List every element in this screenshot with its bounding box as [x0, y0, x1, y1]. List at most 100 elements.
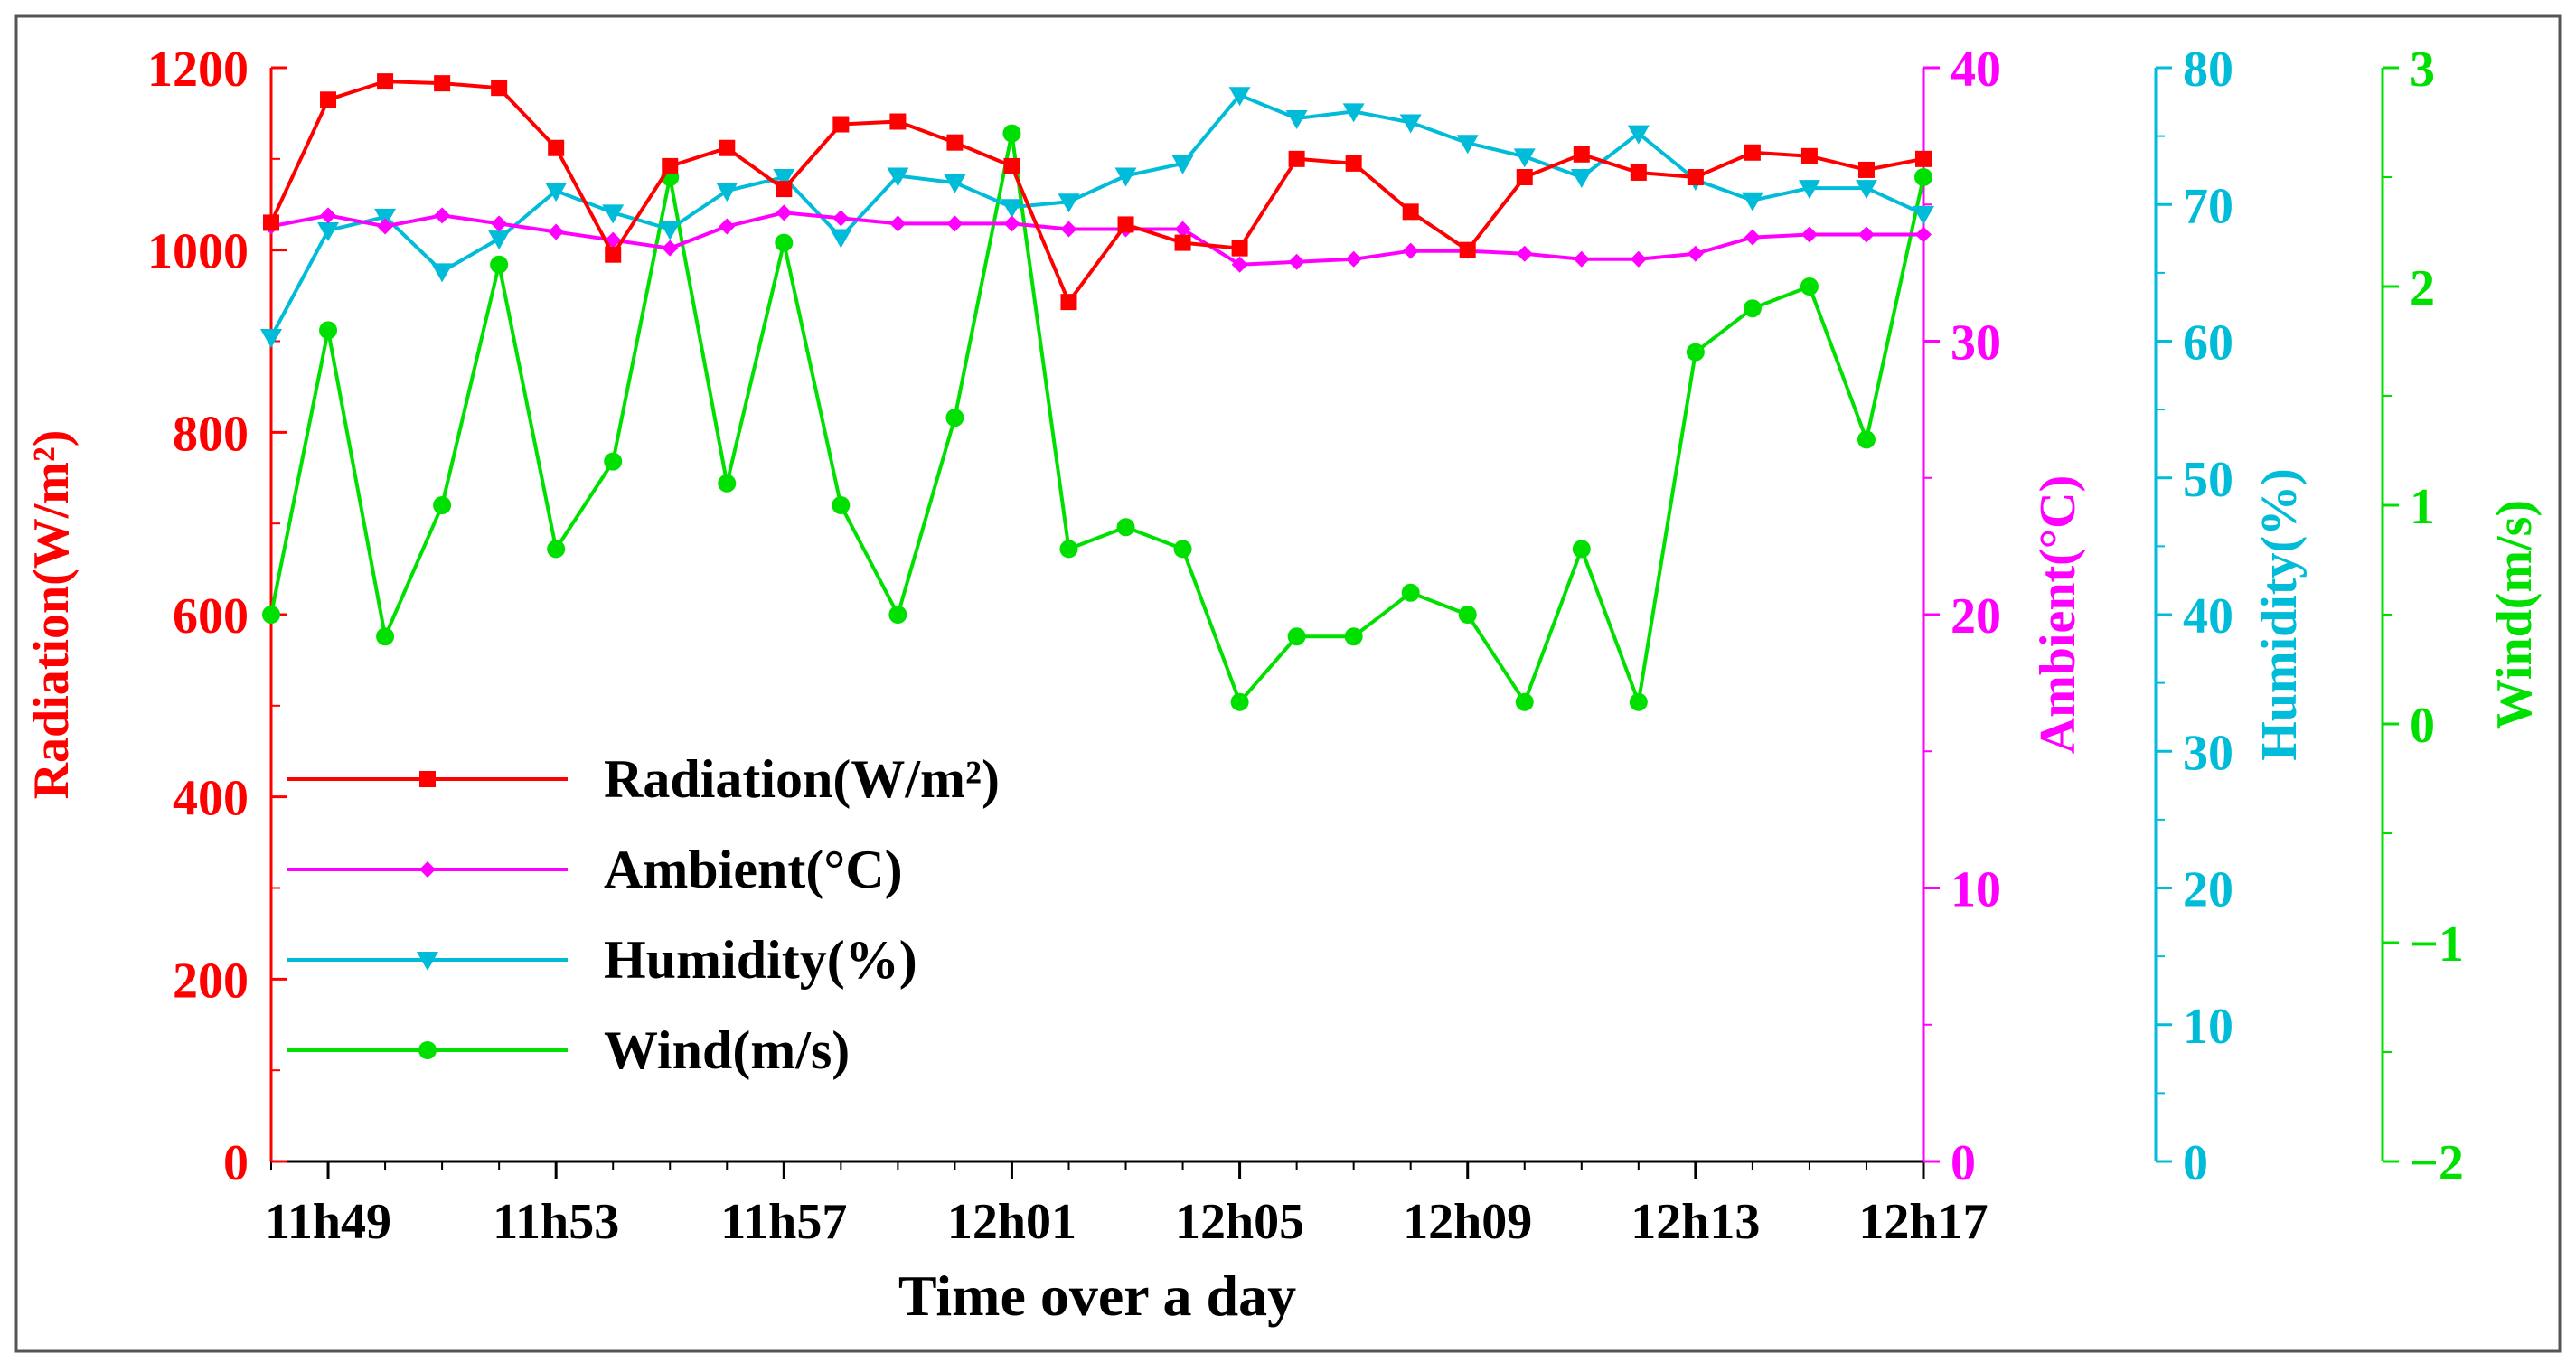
legend-item-wind: Wind(m/s)	[287, 1020, 850, 1080]
humidity-data-point	[1798, 180, 1820, 200]
humidity-series-line	[269, 93, 1924, 338]
radiation-tick-label: 800	[173, 406, 249, 462]
radiation-tick-label: 1000	[147, 224, 249, 280]
humidity-data-point	[1570, 169, 1593, 188]
humidity-data-point	[1342, 103, 1365, 123]
ambient-data-point	[832, 210, 850, 227]
radiation-data-point	[1687, 169, 1704, 185]
wind-data-point	[1743, 299, 1762, 318]
radiation-data-point	[1003, 157, 1020, 174]
humidity-data-point	[1001, 199, 1023, 219]
radiation-data-point	[1060, 294, 1077, 311]
wind-data-point	[775, 233, 794, 252]
radiation-data-point	[548, 139, 565, 156]
ambient-data-point	[889, 215, 907, 232]
wind-data-point	[832, 496, 851, 514]
legend-marker	[419, 861, 436, 878]
ambient-data-point	[434, 207, 451, 224]
humidity-data-point	[1855, 180, 1877, 200]
wind-data-point	[319, 321, 338, 340]
wind-data-point	[433, 496, 452, 514]
humidity-tick-label: 50	[2183, 452, 2233, 508]
x-tick-label: 12h17	[1858, 1194, 1988, 1250]
radiation-tick-label: 0	[223, 1135, 249, 1191]
ambient-data-point	[1744, 229, 1761, 246]
radiation-data-point	[320, 91, 337, 108]
radiation-data-point	[1857, 161, 1875, 178]
ambient-data-point	[776, 204, 793, 221]
wind-data-point	[376, 627, 395, 646]
wind-tick-label: 3	[2410, 42, 2435, 98]
humidity-data-point	[374, 208, 397, 228]
humidity-data-point	[1114, 167, 1137, 187]
legend-marker	[417, 952, 438, 971]
ambient-data-point	[946, 215, 964, 232]
humidity-tick-label: 40	[2183, 588, 2233, 644]
radiation-series-line	[269, 80, 1924, 305]
wind-data-point	[1572, 540, 1591, 559]
wind-tick-label: 2	[2410, 260, 2435, 316]
wind-data-point	[1857, 430, 1876, 449]
radiation-data-point	[946, 134, 964, 151]
humidity-data-point	[944, 174, 966, 194]
x-tick-label: 12h01	[947, 1194, 1076, 1250]
ambient-data-point	[1288, 253, 1305, 270]
humidity-data-point	[317, 221, 340, 241]
radiation-data-point	[1800, 147, 1818, 164]
radiation-tick-label: 1200	[147, 42, 249, 98]
wind-data-point	[1287, 627, 1306, 646]
wind-axis-title: Wind(m/s)	[2487, 500, 2543, 729]
radiation-data-point	[1402, 203, 1419, 221]
wind-data-point	[718, 474, 737, 493]
wind-data-point	[1002, 124, 1021, 143]
wind-tick-label: 1	[2410, 479, 2435, 535]
wind-data-point	[1059, 540, 1078, 559]
ambient-data-point	[320, 207, 337, 224]
radiation-data-point	[434, 75, 451, 92]
ambient-data-point	[548, 223, 565, 240]
legend-marker	[418, 1041, 437, 1059]
legend-label: Ambient(°C)	[604, 840, 903, 899]
humidity-data-point	[1513, 148, 1536, 168]
wind-series-line	[269, 131, 1925, 704]
humidity-data-point	[1741, 192, 1763, 211]
humidity-data-point	[260, 328, 282, 348]
humidity-data-point	[716, 183, 738, 202]
legend-label: Radiation(W/m²)	[604, 749, 1000, 809]
ambient-data-point	[1573, 250, 1590, 268]
wind-data-point	[1458, 606, 1477, 624]
wind-data-point	[490, 255, 509, 274]
ambient-data-point	[1174, 221, 1191, 238]
wind-data-point	[1629, 692, 1648, 711]
legend-item-ambient: Ambient(°C)	[287, 840, 903, 899]
radiation-axis-title: Radiation(W/m²)	[24, 430, 80, 800]
ambient-tick-label: 40	[1951, 42, 2001, 98]
radiation-data-point	[1231, 240, 1248, 257]
humidity-data-point	[431, 263, 454, 283]
x-axis-title: Time over a day	[898, 1264, 1296, 1328]
ambient-data-point	[1231, 256, 1248, 273]
x-tick-label: 11h49	[265, 1194, 391, 1250]
humidity-data-point	[1399, 114, 1422, 134]
x-tick-label: 12h09	[1403, 1194, 1532, 1250]
wind-data-point	[604, 452, 623, 471]
wind-data-point	[945, 409, 964, 428]
figure-frame	[14, 14, 2562, 1353]
wind-data-point	[1515, 692, 1534, 711]
series-wind	[262, 124, 1932, 711]
wind-tick-label: −1	[2410, 916, 2464, 973]
ambient-series-line	[270, 211, 1923, 267]
legend-label: Humidity(%)	[604, 930, 917, 990]
ambient-tick-label: 10	[1951, 862, 2001, 918]
humidity-axis-title: Humidity(%)	[2252, 468, 2308, 761]
radiation-data-point	[1630, 164, 1647, 181]
humidity-data-point	[1456, 135, 1479, 155]
radiation-tick-label: 600	[173, 588, 249, 644]
ambient-data-point	[1857, 226, 1875, 243]
radiation-data-point	[491, 80, 508, 97]
series-ambient	[263, 204, 1932, 273]
wind-data-point	[1230, 692, 1249, 711]
radiation-data-point	[832, 116, 850, 133]
radiation-data-point	[1459, 241, 1476, 258]
ambient-data-point	[1915, 226, 1932, 243]
